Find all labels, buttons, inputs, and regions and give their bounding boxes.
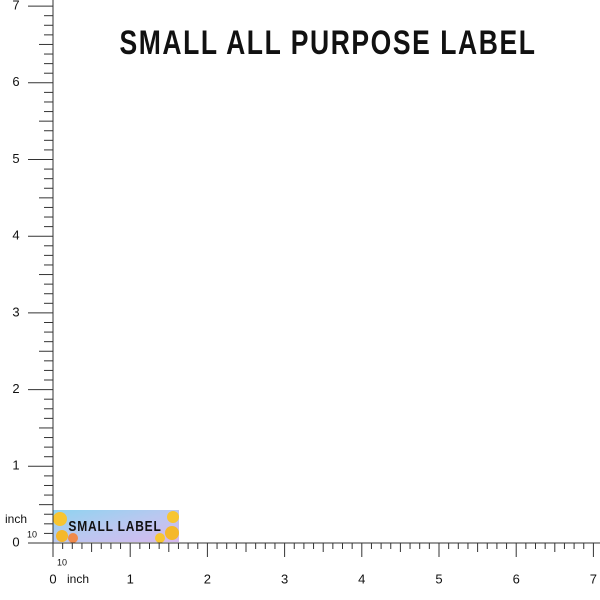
label-text: SMALL LABEL [68, 518, 161, 535]
x-ruler-label: 3 [281, 571, 288, 586]
emoji [165, 526, 179, 540]
ruler: inch 10 10 inch 0 1 2 3 4 5 6 7 0 1 2 3 4 5 6 7 [5, 0, 600, 586]
y-ruler-label: 0 [12, 534, 19, 549]
y-unit: inch [5, 512, 27, 526]
y-ruler-label: 5 [12, 151, 19, 166]
y-sub: 10 [27, 529, 37, 539]
emoji [167, 511, 179, 523]
y-ruler-label: 2 [12, 381, 19, 396]
x-sub: 10 [57, 557, 67, 567]
emoji [68, 533, 78, 543]
x-ruler-label: 4 [358, 571, 365, 586]
y-ruler-label: 1 [12, 458, 19, 473]
x-ruler-label: 5 [435, 571, 442, 586]
y-ruler-label: 6 [12, 74, 19, 89]
x-ruler-label: 1 [127, 571, 134, 586]
x-unit: inch [67, 572, 89, 586]
y-ruler-label: 4 [12, 228, 19, 243]
y-ruler-label: 3 [12, 304, 19, 319]
emoji [53, 512, 67, 526]
title: SMALL ALL PURPOSE LABEL [120, 24, 537, 62]
label-sample: SMALL LABEL [53, 510, 179, 543]
x-ruler-label: 0 [49, 571, 56, 586]
emoji [155, 533, 165, 543]
emoji [56, 530, 68, 542]
x-ruler-label: 7 [590, 571, 597, 586]
x-ruler-label: 2 [204, 571, 211, 586]
x-ruler-label: 6 [513, 571, 520, 586]
y-ruler-label: 7 [12, 0, 19, 13]
